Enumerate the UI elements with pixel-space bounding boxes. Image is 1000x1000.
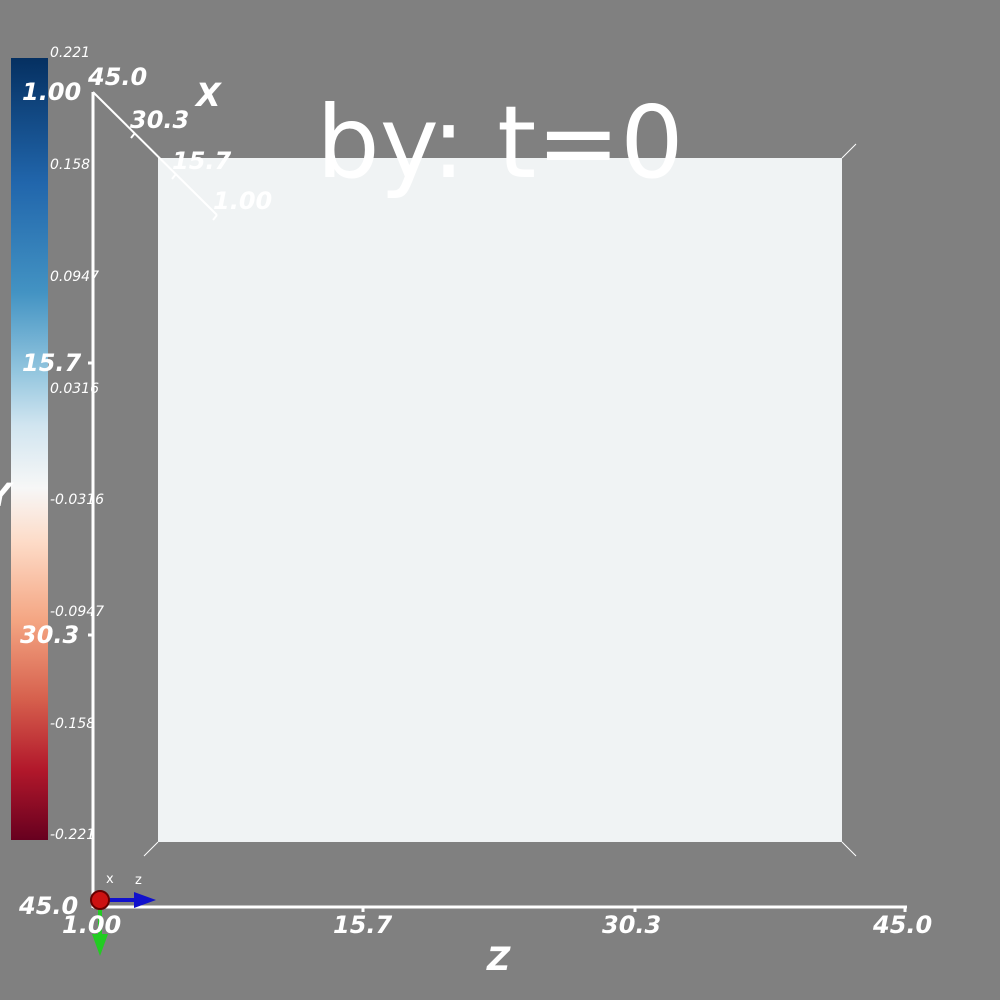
x-axis-tick-label: 1.00: [213, 187, 273, 215]
data-slice: [158, 158, 842, 842]
y-axis-tick-label: 45.0: [19, 892, 79, 920]
colorbar-label: -0.158: [50, 716, 96, 732]
x-axis-tick: [212, 214, 218, 221]
x-axis-tick: [171, 173, 177, 180]
x-axis-tick-label: 30.3: [130, 106, 190, 134]
orientation-y-arrowhead: [92, 934, 108, 956]
z-axis-tick-label: 1.00: [62, 911, 122, 939]
y-axis-tick-label: 1.00: [22, 78, 82, 106]
plot-title: by: t=0: [316, 84, 684, 201]
x-axis-tick-label: 45.0: [88, 63, 148, 91]
orientation-z-arrowhead: [134, 892, 156, 908]
x-axis-tick-label: 15.7: [172, 147, 232, 175]
bbox-corner: [841, 841, 857, 857]
z-axis-tick-label: 45.0: [873, 911, 933, 939]
colorbar-label: 0.0947: [50, 269, 99, 285]
orientation-x-label: x: [106, 872, 114, 887]
x-axis-name: X: [196, 76, 221, 114]
colorbar-label: 0.221: [50, 45, 91, 61]
y-axis-name: Y: [0, 476, 11, 514]
colorbar-label: 0.0316: [50, 381, 99, 397]
z-axis-name: Z: [487, 940, 511, 978]
x-axis-line: [92, 91, 218, 216]
orientation-x-dot: [90, 890, 110, 910]
z-axis-tick-label: 15.7: [333, 911, 393, 939]
y-axis-tick-label: 15.7: [22, 349, 82, 377]
x-axis-tick: [130, 132, 136, 139]
colorbar-label: -0.0316: [50, 492, 105, 508]
colorbar-label: -0.0947: [50, 604, 105, 620]
colorbar: [11, 58, 48, 840]
y-axis-tick-label: 30.3: [20, 621, 80, 649]
colorbar-label: 0.158: [50, 157, 91, 173]
colorbar-label: -0.221: [50, 827, 96, 843]
orientation-z-label: z: [135, 873, 142, 888]
bbox-corner: [143, 841, 159, 857]
z-axis-tick-label: 30.3: [602, 911, 662, 939]
bbox-corner: [841, 143, 857, 159]
